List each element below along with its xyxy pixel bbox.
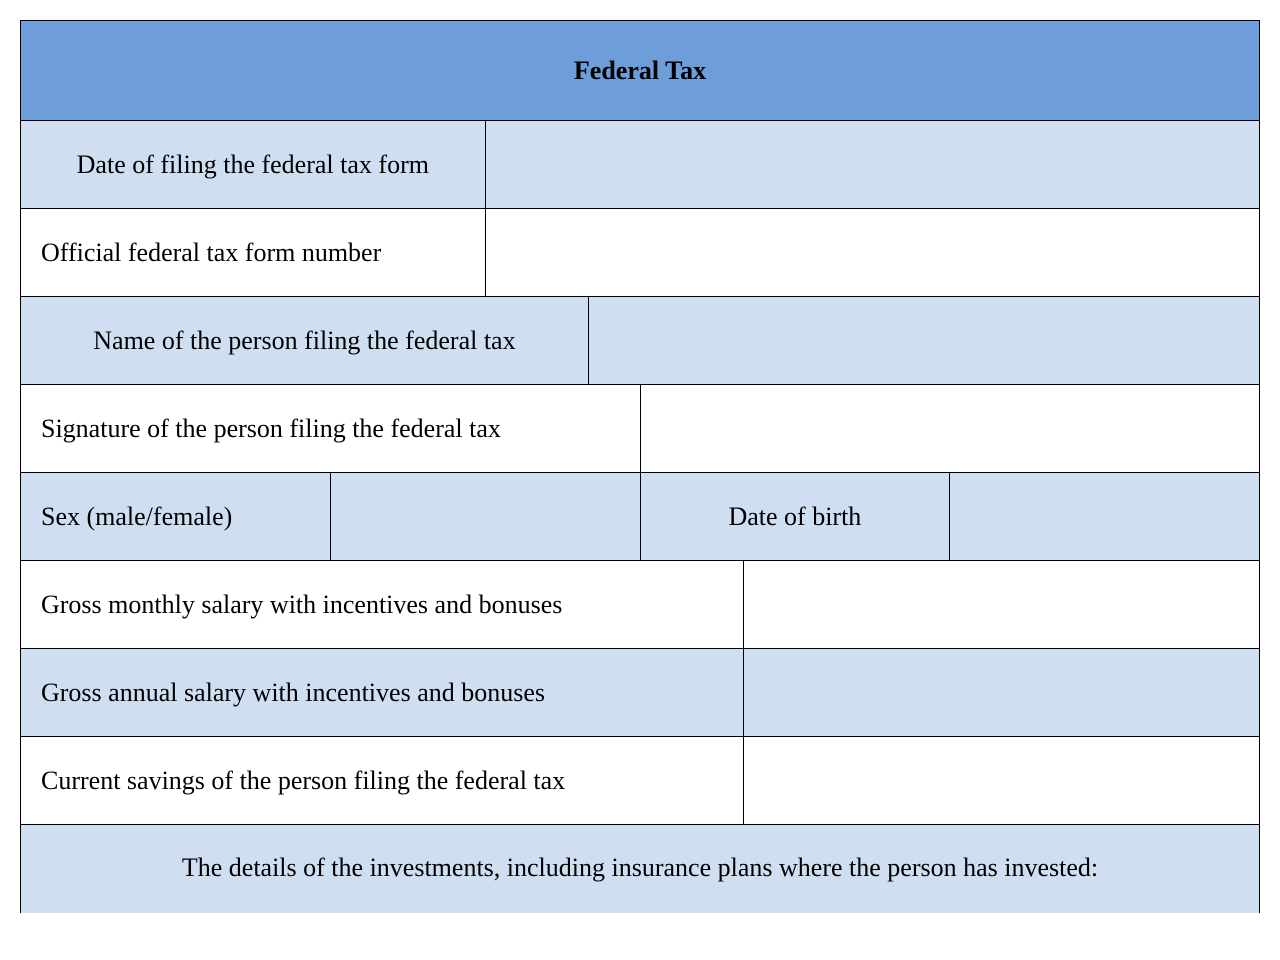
value-gross-monthly[interactable] <box>743 561 1259 649</box>
label-investments: The details of the investments, includin… <box>182 853 1098 882</box>
label-current-savings: Current savings of the person filing the… <box>41 766 565 795</box>
value-gross-annual[interactable] <box>743 649 1259 737</box>
label-filer-signature: Signature of the person filing the feder… <box>41 414 501 443</box>
label-gross-monthly: Gross monthly salary with incentives and… <box>41 590 562 619</box>
form-title: Federal Tax <box>574 56 706 85</box>
label-dob: Date of birth <box>728 502 861 531</box>
value-dob[interactable] <box>950 473 1260 561</box>
row-current-savings: Current savings of the person filing the… <box>21 737 1260 825</box>
value-date-filing[interactable] <box>485 121 1259 209</box>
row-filer-signature: Signature of the person filing the feder… <box>21 385 1260 473</box>
label-date-filing: Date of filing the federal tax form <box>77 150 429 179</box>
label-filer-name: Name of the person filing the federal ta… <box>93 326 515 355</box>
value-sex[interactable] <box>330 473 640 561</box>
row-form-number: Official federal tax form number <box>21 209 1260 297</box>
header-row: Federal Tax <box>21 21 1260 121</box>
row-filer-name: Name of the person filing the federal ta… <box>21 297 1260 385</box>
row-date-filing: Date of filing the federal tax form <box>21 121 1260 209</box>
label-form-number: Official federal tax form number <box>41 238 381 267</box>
row-gross-monthly: Gross monthly salary with incentives and… <box>21 561 1260 649</box>
label-sex: Sex (male/female) <box>41 502 232 531</box>
value-form-number[interactable] <box>485 209 1259 297</box>
value-filer-signature[interactable] <box>640 385 1260 473</box>
row-sex-dob: Sex (male/female) Date of birth <box>21 473 1260 561</box>
value-filer-name[interactable] <box>588 297 1259 385</box>
federal-tax-form: Federal Tax Date of filing the federal t… <box>20 20 1260 913</box>
label-gross-annual: Gross annual salary with incentives and … <box>41 678 545 707</box>
row-investments: The details of the investments, includin… <box>21 825 1260 913</box>
row-gross-annual: Gross annual salary with incentives and … <box>21 649 1260 737</box>
value-current-savings[interactable] <box>743 737 1259 825</box>
